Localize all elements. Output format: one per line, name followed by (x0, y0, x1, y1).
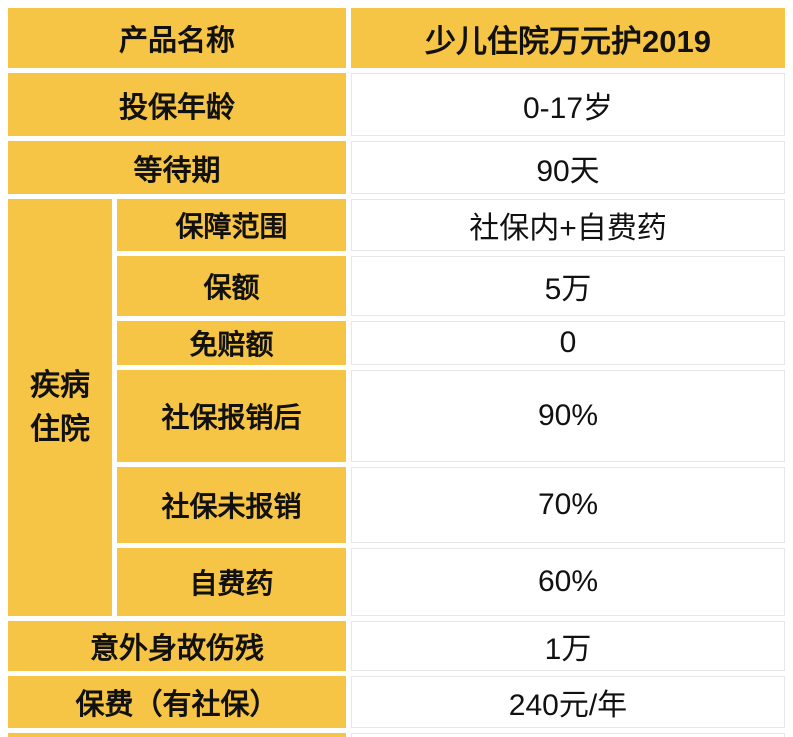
clipped-label-cell (8, 733, 346, 737)
table-row: 产品名称 少儿住院万元护2019 (8, 8, 785, 68)
table-row: 社保报销后 90% (117, 370, 785, 462)
table-row: 免赔额 0 (117, 321, 785, 365)
premium-label: 保费（有社保） (8, 676, 346, 728)
table-row: 自费药 60% (117, 548, 785, 616)
self-paid-drug-value: 60% (351, 548, 785, 616)
insure-age-value: 0-17岁 (351, 73, 785, 136)
product-name-value: 少儿住院万元护2019 (351, 8, 785, 68)
premium-value: 240元/年 (351, 676, 785, 728)
no-social-reimburse-label: 社保未报销 (117, 467, 346, 543)
group-label-cell: 疾病 住院 (8, 199, 112, 616)
table-row: 保费（有社保） 240元/年 (8, 676, 785, 728)
clipped-value-cell (351, 733, 785, 737)
insure-age-label: 投保年龄 (8, 73, 346, 136)
self-paid-drug-label: 自费药 (117, 548, 346, 616)
table-row: 保障范围 社保内+自费药 (117, 199, 785, 251)
waiting-period-value: 90天 (351, 141, 785, 194)
table-row: 保额 5万 (117, 256, 785, 316)
table-row-clipped (8, 733, 785, 737)
deductible-label: 免赔额 (117, 321, 346, 365)
coverage-scope-value: 社保内+自费药 (351, 199, 785, 251)
accident-label: 意外身故伤残 (8, 621, 346, 671)
accident-value: 1万 (351, 621, 785, 671)
group-label-line1: 疾病 (30, 369, 90, 402)
waiting-period-label: 等待期 (8, 141, 346, 194)
product-name-label: 产品名称 (8, 8, 346, 68)
group-rows: 保障范围 社保内+自费药 保额 5万 免赔额 0 社保报销后 90% 社保未报销… (117, 199, 785, 616)
after-social-reimburse-value: 90% (351, 370, 785, 462)
table-row: 投保年龄 0-17岁 (8, 73, 785, 136)
coverage-scope-label: 保障范围 (117, 199, 346, 251)
sum-insured-value: 5万 (351, 256, 785, 316)
disease-hospitalization-group: 疾病 住院 保障范围 社保内+自费药 保额 5万 免赔额 0 社保报销后 90%… (8, 199, 785, 616)
no-social-reimburse-value: 70% (351, 467, 785, 543)
group-label-line2: 住院 (30, 412, 90, 446)
deductible-value: 0 (351, 321, 785, 365)
sum-insured-label: 保额 (117, 256, 346, 316)
table-row: 等待期 90天 (8, 141, 785, 194)
after-social-reimburse-label: 社保报销后 (117, 370, 346, 462)
table-row: 社保未报销 70% (117, 467, 785, 543)
insurance-product-table: 产品名称 少儿住院万元护2019 投保年龄 0-17岁 等待期 90天 疾病 住… (8, 8, 785, 737)
table-row: 意外身故伤残 1万 (8, 621, 785, 671)
